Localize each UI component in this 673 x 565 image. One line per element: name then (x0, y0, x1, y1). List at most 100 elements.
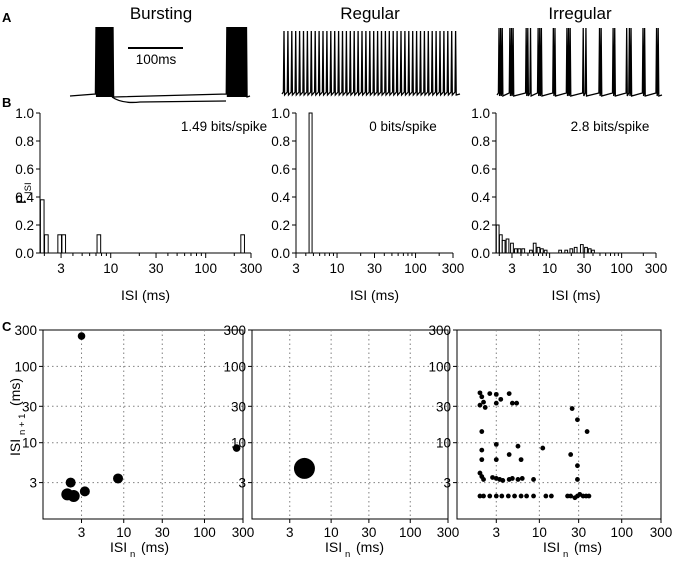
y-tick-label: 300 (14, 323, 37, 338)
hist-bar (44, 234, 49, 254)
hist-bar (564, 249, 569, 254)
voltage-trace (496, 27, 663, 98)
data-point (493, 442, 499, 447)
scatter-xlabel-regular: ISI n (ms) (325, 539, 384, 560)
panel-label-a: A (2, 10, 12, 25)
voltage-trace (281, 30, 461, 97)
data-point (543, 493, 549, 499)
y-tick-label: 10 (22, 436, 37, 451)
hist-bar (57, 234, 62, 254)
hist-bar (521, 248, 526, 254)
y-tick-label: 0.0 (15, 246, 34, 261)
data-point (575, 477, 580, 482)
scatter-xlabel-unit: (ms) (141, 539, 169, 555)
x-tick-label: 100 (399, 525, 422, 540)
data-point (548, 493, 554, 499)
scatter-xlabel-unit: (ms) (356, 539, 384, 555)
data-point (519, 476, 525, 481)
scatter-xlabel-bursting: ISI n (ms) (110, 539, 169, 560)
hist-bar (308, 112, 313, 254)
hist-bar (39, 199, 45, 254)
panel-label-c: C (2, 319, 12, 334)
data-point (575, 417, 580, 423)
hist-bar (587, 248, 592, 254)
data-point (514, 400, 520, 406)
title-irregular: Irregular (548, 4, 612, 23)
y-tick-label: 1.0 (15, 106, 34, 121)
x-axis-label: ISI (ms) (350, 287, 399, 303)
scatter-xlabel-sub: n (345, 549, 350, 560)
y-tick-label: 100 (428, 359, 451, 374)
data-point (586, 493, 592, 499)
data-point (584, 429, 590, 434)
scale-bar-label: 100ms (136, 52, 177, 67)
x-tick-label: 100 (404, 261, 427, 276)
x-tick-label: 100 (610, 261, 633, 276)
data-point (493, 457, 499, 463)
y-tick-label: 300 (223, 323, 246, 338)
hist-bar (514, 248, 518, 254)
hist-bar (573, 246, 578, 254)
y-tick-label: 30 (231, 399, 246, 414)
x-tick-label: 10 (542, 261, 557, 276)
entropy-annotation: 0 bits/spike (369, 119, 437, 134)
x-tick-label: 300 (232, 525, 255, 540)
hist-bar (529, 249, 533, 254)
scatter-ylabel: ISI n + 1 (ms) (7, 378, 28, 456)
y-tick-label: 0.8 (15, 134, 34, 149)
y-tick-label: 300 (428, 323, 451, 338)
y-tick-label: 100 (14, 359, 37, 374)
y-tick-label: 30 (436, 399, 451, 414)
hist-bar (543, 249, 548, 254)
title-bursting: Bursting (130, 4, 192, 23)
ahp-curve (111, 96, 227, 104)
data-point (479, 429, 485, 434)
scatter-ylabel-main: ISI (7, 439, 23, 456)
histogram-bursting: 0.0 0.2 0.4 0.6 0.8 1.0 3 10 30 100 300 1.49 bits/s… (15, 106, 267, 303)
y-tick-label: 0.4 (15, 190, 34, 205)
scatter-xlabel-sub: n (563, 549, 568, 560)
x-tick-label: 100 (610, 525, 633, 540)
panel-label-b: B (2, 95, 11, 110)
hist-bar (517, 248, 522, 254)
histogram-irregular: 0.0 0.2 0.4 0.6 0.8 1.0 3 10 30 100 300 2.8 bits/sp… (471, 106, 667, 303)
x-tick-label: 30 (571, 525, 586, 540)
data-point (506, 452, 512, 457)
hist-bar (240, 234, 245, 254)
entropy-annotation: 2.8 bits/spike (571, 119, 650, 134)
scatter-xlabel-main: ISI (110, 539, 127, 555)
x-tick-label: 100 (194, 261, 217, 276)
plot-frame (42, 329, 244, 520)
data-point (113, 473, 124, 484)
x-tick-label: 30 (155, 525, 170, 540)
voltage-trace (69, 26, 251, 98)
hist-bar (584, 246, 588, 254)
x-tick-label: 3 (286, 525, 294, 540)
x-tick-label: 10 (324, 525, 339, 540)
x-tick-label: 300 (240, 261, 263, 276)
hist-ylabel-main: P (13, 195, 29, 204)
data-point (512, 493, 517, 499)
x-tick-label: 300 (645, 261, 668, 276)
hist-bar (498, 234, 503, 254)
data-point (487, 493, 493, 499)
y-tick-label: 0.2 (471, 218, 490, 233)
hist-bar (505, 238, 510, 254)
hist-bar (532, 242, 537, 254)
hist-bar (558, 249, 563, 254)
data-point (531, 477, 536, 482)
x-axis-label: ISI (ms) (552, 287, 601, 303)
y-tick-label: 30 (22, 399, 37, 414)
trace-irregular (496, 27, 663, 98)
x-tick-label: 300 (437, 525, 460, 540)
hist-bar (569, 248, 574, 254)
hist-bar (591, 249, 595, 254)
data-point (481, 399, 486, 405)
data-point (531, 493, 536, 499)
hist-bar (510, 242, 514, 254)
scatter-ylabel-unit: (ms) (7, 378, 23, 406)
data-point (499, 493, 505, 499)
y-tick-label: 0.2 (271, 218, 290, 233)
data-point (518, 457, 524, 463)
y-tick-label: 10 (231, 436, 246, 451)
